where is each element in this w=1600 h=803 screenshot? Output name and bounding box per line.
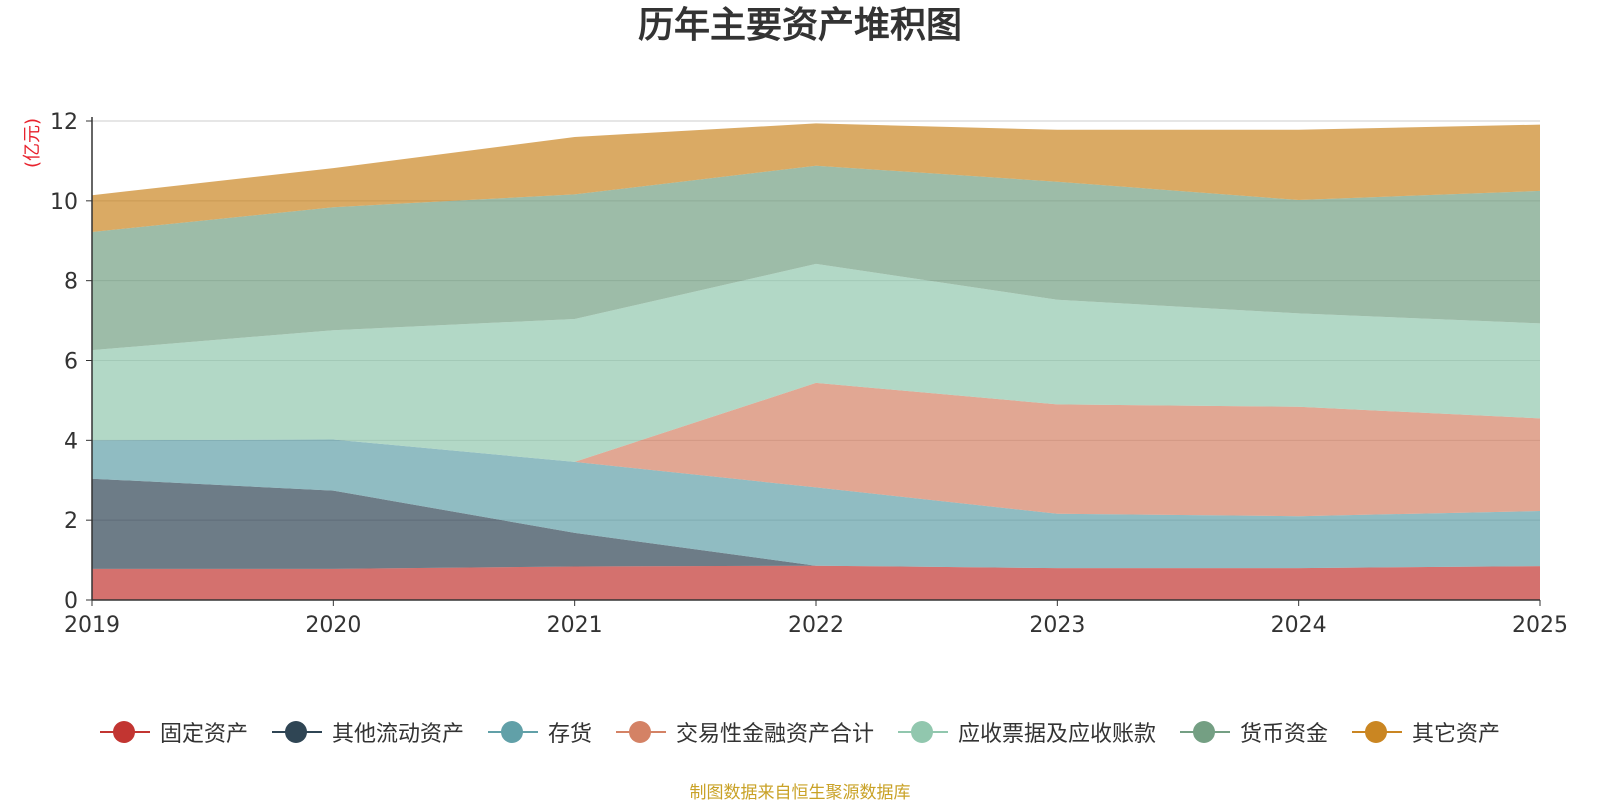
y-unit-label: (亿元) (22, 118, 43, 168)
legend-swatch-icon (1352, 721, 1403, 743)
area-series-0[interactable] (92, 565, 1540, 600)
y-tick-label: 8 (64, 270, 78, 295)
legend-item-1[interactable]: 其他流动资产 (271, 716, 464, 748)
y-tick-label: 10 (50, 190, 78, 215)
y-tick-label: 12 (50, 110, 78, 135)
legend-swatch-icon (615, 721, 666, 743)
legend-dot (500, 721, 523, 743)
legend-swatch-icon (487, 721, 538, 743)
x-tick-label: 2020 (305, 613, 361, 638)
source-note: 制图数据来自恒生聚源数据库 (689, 783, 911, 803)
legend-dot (112, 721, 135, 743)
legend-label: 固定资产 (159, 722, 248, 747)
area-series-6[interactable] (92, 123, 1540, 232)
x-tick-label: 2022 (788, 613, 844, 638)
y-tick-label: 6 (64, 350, 78, 375)
legend-item-6[interactable]: 其它资产 (1352, 716, 1500, 748)
legend-item-4[interactable]: 应收票据及应收账款 (898, 716, 1156, 748)
legend-swatch-icon (898, 721, 948, 743)
area-series-1[interactable] (92, 478, 1540, 569)
axes: 0 2 4 6 8 10 12 2019 2020 2021 2022 2023 2024 2025 (50, 110, 1568, 638)
legend-item-3[interactable]: 交易性金融资产合计 (615, 716, 874, 748)
legend-item-0[interactable]: 固定资产 (99, 716, 248, 748)
legend-dot (911, 721, 933, 743)
legend-label: 货币资金 (1240, 722, 1329, 747)
area-series-4[interactable] (92, 263, 1540, 462)
legend-item-2[interactable]: 存货 (487, 716, 592, 748)
legend-label: 其它资产 (1412, 722, 1501, 747)
legend-dot (284, 721, 307, 743)
x-tick-label: 2023 (1029, 613, 1085, 638)
area-series-5[interactable] (92, 165, 1540, 351)
legend-label: 交易性金融资产合计 (675, 722, 874, 747)
legend-swatch-icon (1180, 721, 1231, 743)
x-tick-label: 2019 (64, 613, 120, 638)
legend-label: 其他流动资产 (331, 722, 464, 747)
legend-item-5[interactable]: 货币资金 (1180, 716, 1328, 748)
y-tick-label: 0 (64, 589, 78, 614)
legend-dot (1193, 721, 1216, 743)
x-tick-label: 2025 (1512, 613, 1568, 638)
legend-swatch-icon (271, 721, 322, 743)
x-tick-label: 2021 (547, 613, 603, 638)
area-series-2[interactable] (92, 439, 1540, 569)
chart-title: 历年主要资产堆积图 (637, 5, 962, 46)
legend-label: 存货 (547, 722, 592, 747)
x-tick-label: 2024 (1271, 613, 1327, 638)
legend-dot (1365, 721, 1388, 743)
y-tick-label: 4 (64, 429, 78, 454)
area-layer (92, 123, 1540, 600)
legend: 固定资产 其他流动资产 存货 交易性金融资产合计 应收票据及应收账款 货币资金 其它资产 (0, 716, 1600, 748)
y-tick-label: 2 (64, 509, 78, 534)
legend-swatch-icon (99, 721, 150, 743)
legend-dot (628, 721, 651, 743)
legend-label: 应收票据及应收账款 (958, 722, 1157, 747)
area-series-3[interactable] (92, 382, 1540, 517)
